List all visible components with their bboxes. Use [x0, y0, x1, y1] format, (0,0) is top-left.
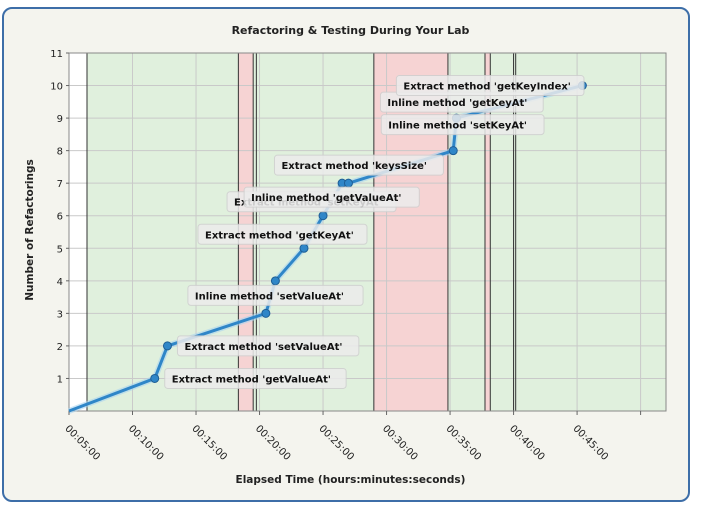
annotation-label: Inline method 'setValueAt': [195, 291, 344, 302]
annotation: Extract method 'getKeyAt': [197, 223, 368, 245]
annotation-box: [395, 75, 585, 97]
annotation: Inline method 'setKeyAt': [380, 114, 545, 136]
data-point: [261, 308, 271, 318]
annotation: Extract method 'getValueAt': [164, 367, 347, 389]
annotation-label: Extract method 'getKeyIndex': [403, 82, 571, 93]
y-tick-label: 4: [57, 277, 63, 288]
annotation-label: Extract method 'getKeyAt': [205, 230, 354, 241]
y-tick-label: 2: [57, 342, 63, 353]
y-tick-label: 5: [57, 244, 63, 255]
annotation-box: [243, 186, 420, 208]
x-tick-label: 00:15:00: [189, 423, 229, 463]
data-point: [270, 276, 280, 286]
y-tick-label: 6: [57, 212, 63, 223]
annotation: Extract method 'getKeyIndex': [395, 75, 585, 97]
annotation: Extract method 'keysSize': [273, 154, 444, 176]
x-tick-label: 00:10:00: [126, 423, 166, 463]
data-point: [318, 211, 328, 221]
data-point: [150, 373, 160, 383]
phase-band: [490, 53, 514, 411]
y-tick-label: 1: [57, 374, 63, 385]
x-tick-label: 00:40:00: [507, 423, 547, 463]
data-point: [448, 146, 458, 156]
y-tick-label: 8: [57, 147, 63, 158]
annotation-label: Extract method 'keysSize': [281, 161, 427, 172]
x-tick-label: 00:25:00: [316, 423, 356, 463]
annotation-label: Extract method 'setValueAt': [184, 342, 342, 353]
x-tick-label: 00:35:00: [443, 423, 483, 463]
data-point: [162, 341, 172, 351]
annotation-label: Inline method 'getKeyAt': [387, 98, 527, 109]
annotation-box: [176, 335, 360, 357]
annotation-label: Extract method 'getValueAt': [172, 374, 331, 385]
y-tick-label: 3: [57, 309, 63, 320]
phase-band: [484, 53, 491, 411]
x-tick-label: 00:20:00: [253, 423, 293, 463]
x-tick-label: 00:45:00: [570, 423, 610, 463]
annotation-label: Inline method 'setKeyAt': [388, 121, 527, 132]
y-tick-label: 11: [50, 49, 63, 60]
x-tick-label: 00:30:00: [380, 423, 420, 463]
x-axis-label: Elapsed Time (hours:minutes:seconds): [235, 474, 466, 486]
annotation: Extract method 'setValueAt': [176, 335, 360, 357]
y-tick-label: 10: [50, 82, 63, 93]
data-point: [343, 178, 353, 188]
annotation-box: [187, 284, 364, 306]
plot-frame: [68, 52, 667, 412]
annotation-label: Inline method 'getValueAt': [251, 193, 401, 204]
chart-title: Refactoring & Testing During Your Lab: [231, 24, 470, 37]
annotation-box: [380, 114, 545, 136]
annotation-box: [197, 223, 368, 245]
y-tick-label: 7: [57, 179, 63, 190]
annotation-box: [164, 367, 347, 389]
data-point: [299, 243, 309, 253]
y-tick-label: 9: [57, 114, 63, 125]
annotation: Inline method 'getValueAt': [243, 186, 420, 208]
annotation: Inline method 'setValueAt': [187, 284, 364, 306]
annotation-box: [273, 154, 444, 176]
x-tick-label: 00:05:00: [62, 423, 102, 463]
